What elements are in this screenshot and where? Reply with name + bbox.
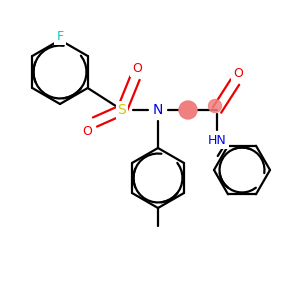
Circle shape [208, 100, 221, 112]
Text: O: O [132, 61, 142, 74]
Text: O: O [233, 67, 243, 80]
Text: F: F [56, 29, 64, 43]
Text: O: O [82, 124, 92, 137]
Text: HN: HN [208, 134, 226, 146]
Text: S: S [118, 103, 126, 117]
Circle shape [179, 101, 197, 119]
Text: N: N [153, 103, 163, 117]
